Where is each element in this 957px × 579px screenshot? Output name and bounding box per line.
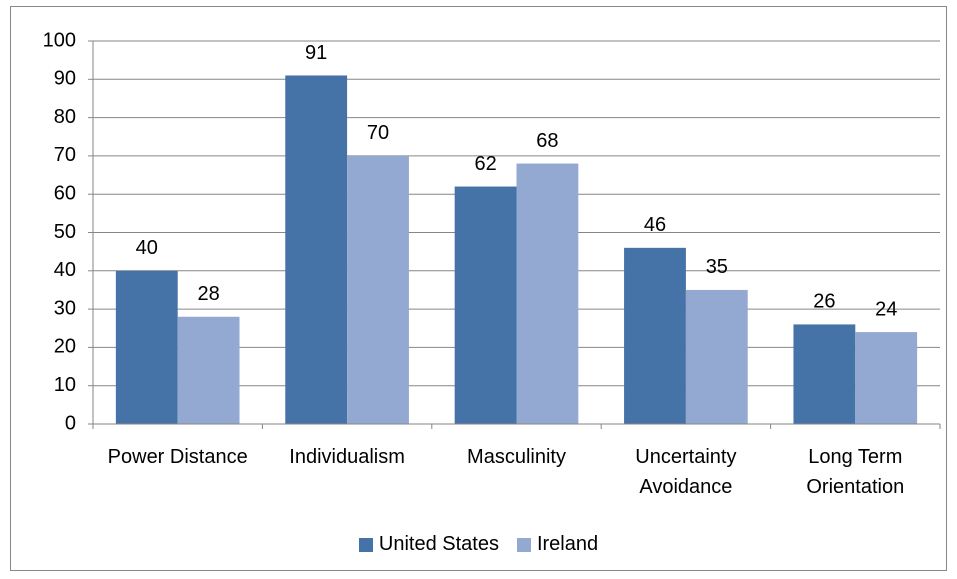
y-tick-label: 10 — [54, 374, 76, 396]
y-tick-label: 80 — [54, 106, 76, 128]
value-label: 28 — [197, 283, 219, 305]
y-tick-label: 70 — [54, 144, 76, 166]
y-tick-label: 60 — [54, 182, 76, 204]
value-label: 70 — [367, 122, 389, 144]
legend-label: Ireland — [536, 533, 599, 555]
x-tick-label: Power Distance — [107, 446, 248, 468]
bar — [624, 247, 686, 424]
bar — [115, 270, 178, 424]
bar — [347, 155, 409, 424]
legend-swatch — [358, 537, 373, 552]
value-label: 24 — [875, 298, 897, 320]
y-tick-label: 100 — [43, 29, 76, 51]
y-tick-label: 40 — [54, 259, 76, 281]
bar — [685, 289, 748, 424]
legend: United States Ireland — [0, 533, 957, 556]
y-tick-label: 30 — [54, 297, 76, 319]
bar — [793, 324, 856, 424]
bar — [855, 332, 918, 424]
x-tick-label: Masculinity — [467, 446, 566, 468]
y-tick-label: 20 — [54, 336, 76, 358]
x-tick-label: Long Term Orientation — [806, 446, 905, 498]
value-label: 35 — [706, 256, 728, 278]
value-label: 26 — [813, 291, 835, 313]
y-tick-label: 50 — [54, 221, 76, 243]
bar — [516, 163, 579, 424]
legend-label: United States — [378, 533, 499, 555]
x-tick-label: Uncertainty Avoidance — [635, 446, 737, 498]
chart-border — [10, 6, 947, 571]
bar — [177, 316, 240, 424]
legend-item: United States — [358, 533, 499, 556]
value-label: 46 — [644, 214, 666, 236]
bar — [285, 75, 348, 424]
y-tick-label: 0 — [65, 412, 76, 434]
value-label: 62 — [474, 153, 496, 175]
legend-item: Ireland — [516, 533, 599, 556]
bar — [454, 186, 517, 424]
y-tick-label: 90 — [54, 68, 76, 90]
x-tick-label: Individualism — [289, 446, 405, 468]
value-label: 40 — [136, 237, 158, 259]
value-label: 68 — [536, 130, 558, 152]
legend-swatch — [516, 537, 531, 552]
value-label: 91 — [305, 42, 327, 64]
